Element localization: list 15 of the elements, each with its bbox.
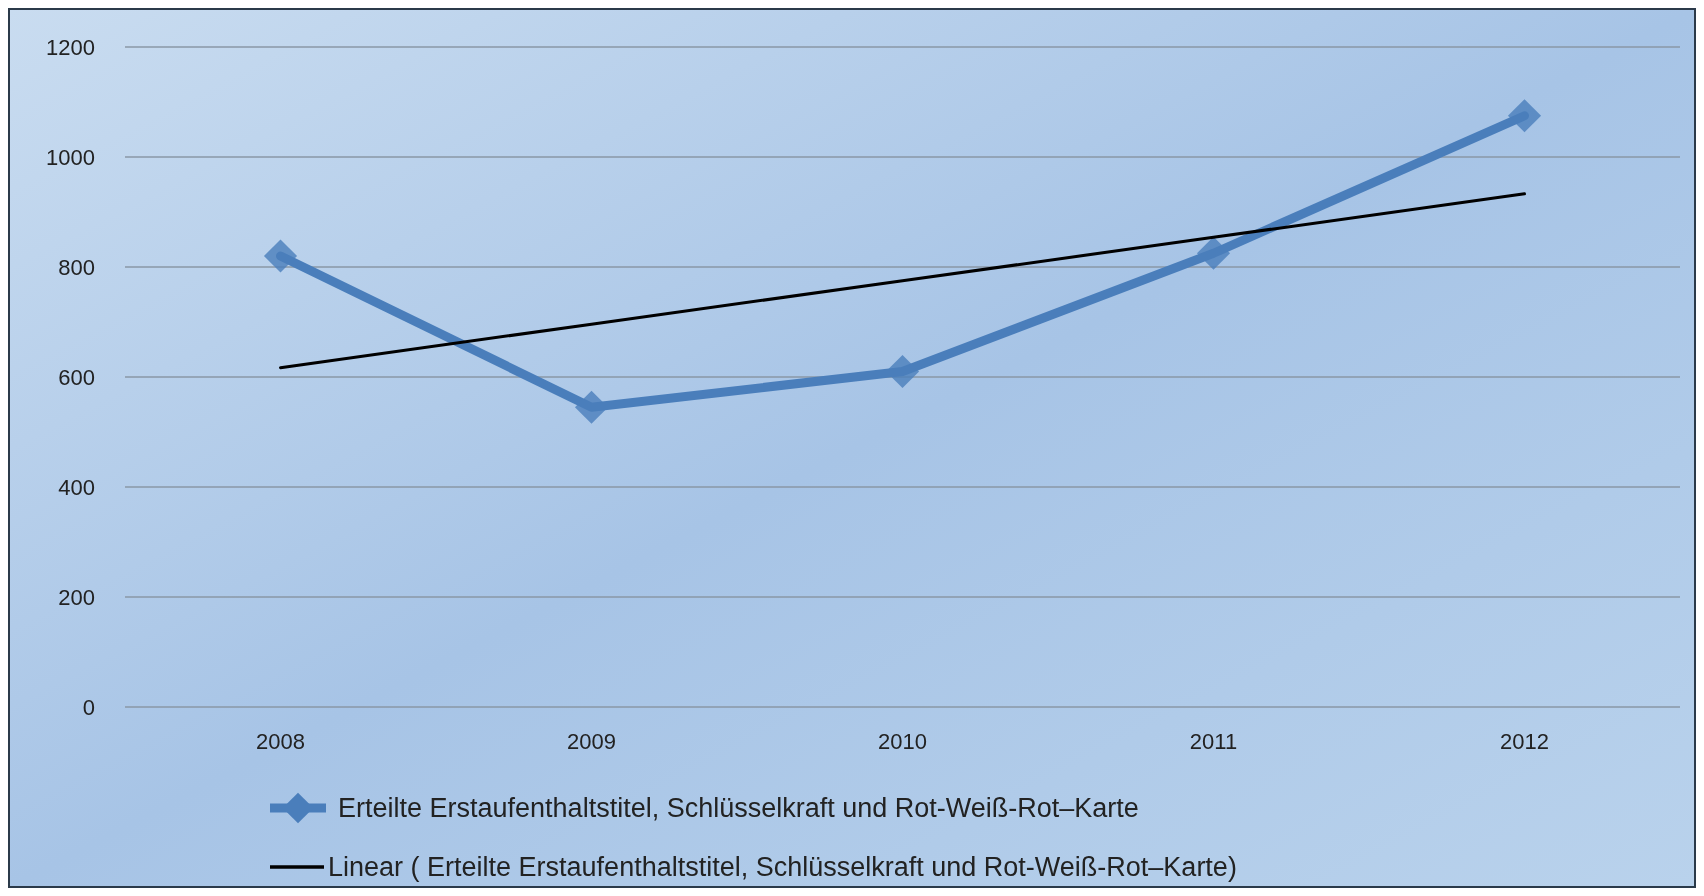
y-tick-label: 1200 [46, 34, 95, 60]
x-tick-label: 2010 [878, 729, 927, 754]
x-tick-label: 2011 [1189, 729, 1238, 754]
legend-label: Erteilte Erstaufenthaltstitel, Schlüsselkraft und Rot-Weiß-Rot–Karte [338, 793, 1139, 824]
x-tick-label: 2012 [1500, 729, 1549, 754]
y-tick-label: 1000 [46, 144, 95, 170]
y-tick-label: 600 [58, 364, 95, 390]
x-tick-label: 2008 [256, 729, 305, 754]
y-tick-label: 400 [58, 474, 95, 500]
y-tick-label: 200 [58, 584, 95, 610]
legend-label: Linear ( Erteilte Erstaufenthaltstitel, Schlüsselkraft und Rot-Weiß-Rot–Karte) [328, 852, 1237, 883]
y-tick-label: 800 [58, 254, 95, 280]
x-tick-label: 2009 [567, 729, 616, 754]
line-series [279, 192, 1526, 370]
y-tick-label: 0 [82, 694, 95, 720]
